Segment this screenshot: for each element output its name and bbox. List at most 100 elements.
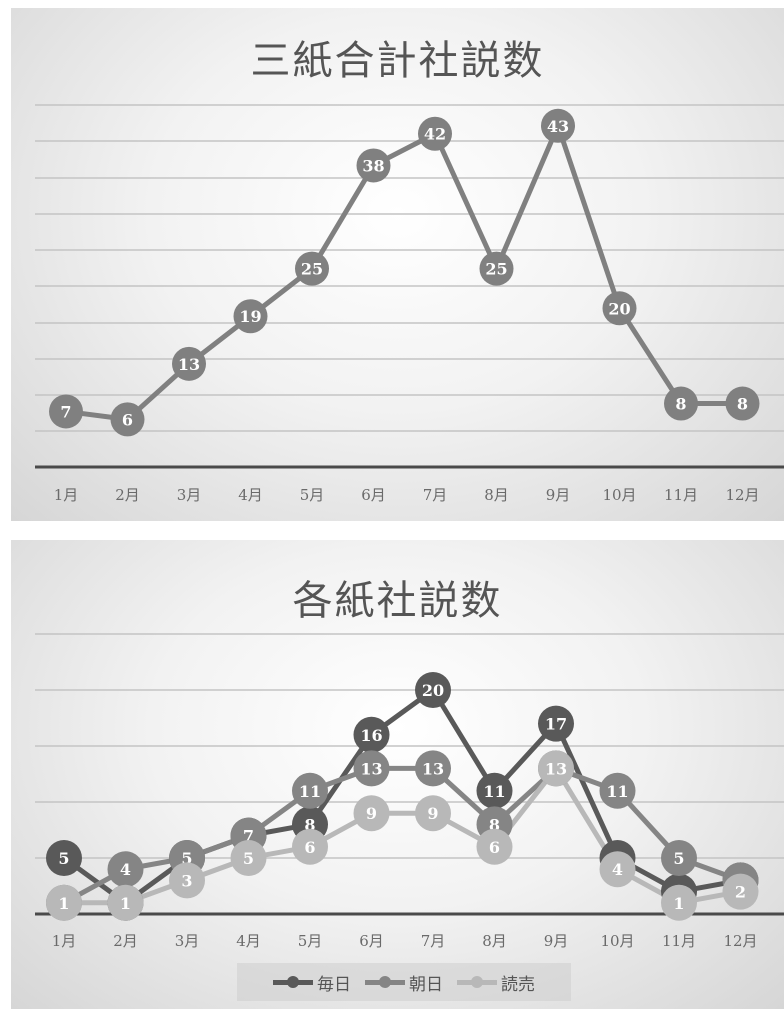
data-label: 11 — [299, 782, 321, 801]
legend-label: 毎日 — [317, 974, 351, 995]
data-label: 5 — [673, 849, 684, 868]
point-marker — [661, 840, 697, 876]
point-marker — [353, 750, 390, 787]
point-marker — [415, 672, 451, 708]
data-label: 8 — [304, 815, 315, 834]
data-point: 19 — [233, 299, 268, 334]
data-label: 4 — [612, 860, 623, 879]
data-label: 11 — [606, 782, 628, 801]
data-point: 8 — [725, 386, 760, 421]
legend-swatch — [273, 975, 313, 988]
legend-item-mainichi: 毎日 — [273, 970, 351, 995]
data-label: 8 — [737, 395, 748, 414]
x-tick-label: 1月 — [54, 486, 79, 504]
data-point: 7 — [49, 394, 83, 429]
x-tick-label: 11月 — [662, 932, 696, 950]
legend-label: 読売 — [501, 974, 535, 995]
point-marker — [476, 828, 513, 865]
point-marker — [353, 795, 390, 832]
data-label: 25 — [485, 260, 507, 279]
data-label: 1 — [58, 894, 69, 913]
data-point: 8 — [664, 386, 698, 421]
data-point: 1 — [46, 884, 82, 921]
x-tick-label: 1月 — [52, 932, 77, 950]
point-marker — [295, 251, 329, 286]
data-point: 17 — [538, 705, 574, 742]
legend-swatch — [457, 975, 497, 988]
data-label: 9 — [366, 804, 377, 823]
x-tick-label: 6月 — [359, 932, 384, 950]
data-label: 8 — [489, 815, 500, 834]
x-tick-label: 8月 — [484, 486, 509, 504]
data-point: 13 — [353, 750, 390, 787]
data-label: 5 — [58, 849, 69, 868]
x-tick-label: 2月 — [115, 486, 140, 504]
legend-item-yomiuri: 読売 — [457, 970, 535, 995]
data-point: 5 — [46, 840, 82, 876]
data-label: 1 — [120, 894, 131, 913]
data-point: 11 — [292, 772, 328, 809]
data-label: 13 — [422, 759, 444, 778]
data-point: 5 — [661, 840, 697, 876]
legend-item-asahi: 朝日 — [365, 970, 443, 995]
data-label: 5 — [243, 849, 254, 868]
data-label: 5 — [181, 849, 192, 868]
point-marker — [599, 772, 636, 809]
point-marker — [599, 851, 636, 888]
data-point: 11 — [599, 772, 636, 809]
data-point: 9 — [353, 795, 390, 832]
data-point: 1 — [661, 884, 697, 921]
x-tick-label: 7月 — [423, 486, 448, 504]
data-label: 6 — [304, 838, 315, 857]
point-marker — [110, 402, 145, 437]
point-marker — [602, 291, 637, 326]
data-point: 6 — [110, 402, 145, 437]
point-marker — [169, 862, 205, 899]
point-marker — [418, 116, 452, 151]
data-point: 1 — [107, 884, 144, 921]
point-marker — [233, 299, 268, 334]
x-tick-label: 10月 — [602, 486, 636, 504]
total-editorials-plot: 1月 2月 3月 4月 5月 6月 7月 8月 9月 10月 11月 12月 7 6 13 19 25 38 42 2… — [35, 104, 784, 504]
point-marker — [107, 884, 144, 921]
point-marker — [172, 346, 206, 381]
data-label: 13 — [360, 759, 382, 778]
data-point: 11 — [476, 772, 513, 809]
x-tick-label: 4月 — [236, 932, 261, 950]
data-point: 13 — [172, 346, 206, 381]
data-point: 16 — [353, 716, 390, 753]
data-label: 13 — [545, 759, 567, 778]
data-label: 11 — [483, 782, 505, 801]
x-tick-label: 5月 — [300, 486, 325, 504]
data-label: 7 — [243, 827, 254, 846]
data-label: 20 — [608, 299, 630, 318]
point-marker — [107, 851, 144, 888]
series-line — [65, 123, 743, 422]
point-marker — [353, 716, 390, 753]
point-marker — [538, 705, 574, 742]
x-tick-label: 10月 — [600, 932, 634, 950]
data-point: 38 — [356, 148, 391, 183]
chart-title: 各紙社説数 — [292, 578, 503, 624]
point-marker — [292, 828, 328, 865]
data-label: 6 — [489, 838, 500, 857]
per-paper-editorials-chart: 各紙社説数 1月2月3月4月5月6月7月8月9月10月11月12月5157816… — [11, 540, 784, 1009]
point-marker — [292, 772, 328, 809]
data-point: 20 — [602, 291, 637, 326]
point-marker — [664, 386, 698, 421]
data-label: 1 — [673, 894, 684, 913]
x-tick-label: 2月 — [113, 932, 138, 950]
point-marker — [230, 840, 267, 876]
point-marker — [538, 750, 574, 787]
data-label: 7 — [60, 402, 71, 421]
data-label: 17 — [545, 715, 567, 734]
data-label: 2 — [735, 883, 746, 902]
point-marker — [49, 394, 83, 429]
point-marker — [356, 148, 391, 183]
point-marker — [476, 772, 513, 809]
chart-title: 三紙合計社説数 — [250, 38, 545, 84]
data-point: 43 — [541, 108, 575, 143]
per-paper-editorials-plot: 1月2月3月4月5月6月7月8月9月10月11月12月5157816201117… — [35, 633, 784, 950]
x-tick-label: 5月 — [298, 932, 323, 950]
data-label: 8 — [675, 395, 686, 414]
